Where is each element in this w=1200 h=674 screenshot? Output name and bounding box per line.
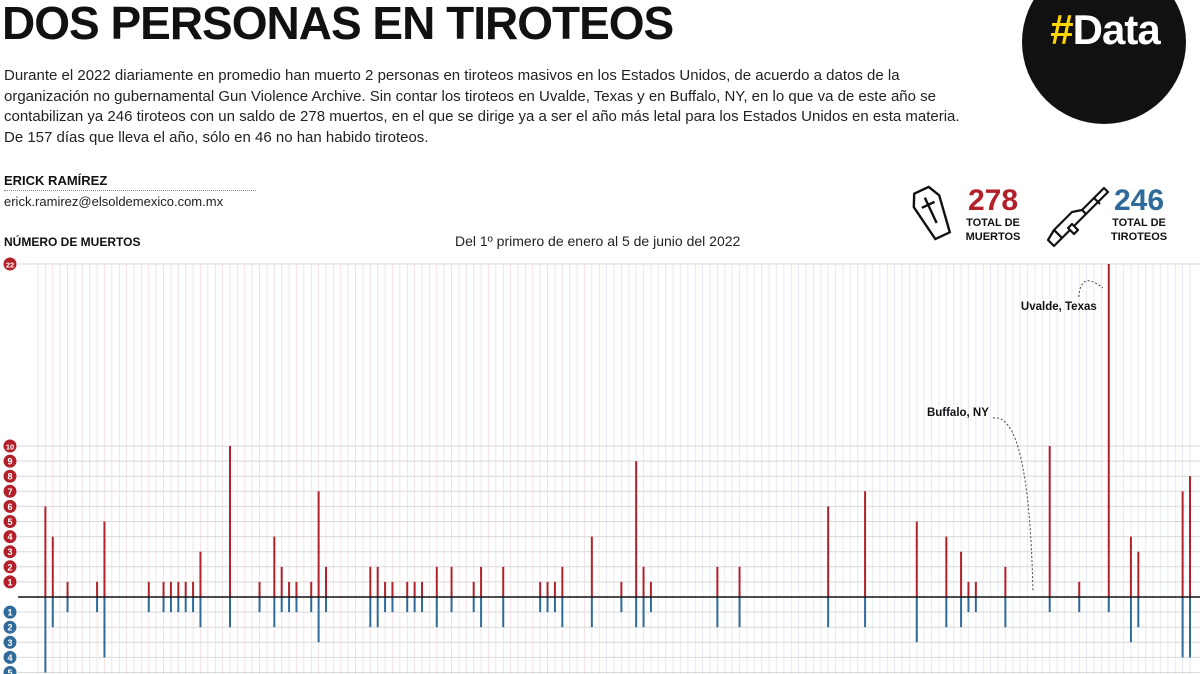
y-tick-marker (3, 575, 17, 589)
shootings-label-1: TOTAL DE (1112, 217, 1166, 229)
deaths-shootings-chart: 1 2 3 4 5 6 7 8 9 10 22 1 2 3 4 5 Uvalde, Texas Buffalo, … (3, 257, 1200, 674)
chart-subtitle: Del 1º primero de enero al 5 de junio de… (455, 233, 741, 249)
badge-hash: # (1050, 6, 1073, 53)
y-tick-marker (3, 454, 17, 468)
y-tick-marker (3, 620, 17, 634)
y-tick-marker (3, 666, 17, 674)
y-tick-label: 6 (7, 502, 12, 512)
y-tick-label: 22 (6, 261, 14, 270)
y-tick-marker (3, 650, 17, 664)
y-tick-label: 3 (7, 547, 12, 557)
y-tick-label: 5 (7, 517, 12, 527)
shootings-total: 246 (1113, 184, 1165, 217)
page-title: DOS PERSONAS EN TIROTEOS (2, 0, 674, 49)
y-axis-label: NÚMERO DE MUERTOS (4, 235, 141, 249)
annotation-leader (992, 417, 1034, 592)
coffin-icon (906, 184, 958, 247)
annotation-uvalde: Uvalde, Texas (1021, 301, 1097, 313)
y-tick-label: 10 (6, 443, 14, 452)
y-tick-marker (3, 484, 17, 498)
y-tick-marker (3, 257, 17, 271)
y-tick-marker (3, 515, 17, 528)
intro-paragraph: Durante el 2022 diariamente en promedio … (4, 67, 960, 146)
rifle-icon (1046, 184, 1110, 253)
y-tick-label: 2 (7, 623, 12, 633)
y-tick-label: 8 (7, 472, 12, 482)
y-tick-label: 9 (7, 457, 12, 467)
y-tick-marker (3, 545, 17, 559)
deaths-label-2: MUERTOS (965, 231, 1021, 243)
y-tick-label: 1 (7, 577, 12, 587)
badge-word: Data (1072, 6, 1161, 53)
deaths-total: 278 (967, 184, 1019, 217)
y-tick-label: 4 (7, 653, 12, 663)
y-tick-marker (3, 499, 17, 513)
y-tick-label: 7 (7, 487, 12, 497)
y-tick-label: 5 (7, 668, 12, 674)
y-tick-marker (3, 560, 17, 574)
author-email: erick.ramirez@elsoldemexico.com.mx (4, 194, 224, 209)
annotation-buffalo: Buffalo, NY (927, 407, 989, 419)
y-tick-label: 3 (7, 638, 12, 648)
annotation-leader (1078, 280, 1104, 298)
y-tick-marker (3, 469, 17, 483)
y-tick-label: 1 (7, 608, 12, 618)
y-tick-marker (3, 635, 17, 649)
y-tick-marker (3, 439, 17, 453)
shootings-stat: 246 TOTAL DE TIROTEOS (1100, 186, 1178, 244)
y-tick-marker (3, 530, 17, 544)
y-tick-marker (3, 605, 17, 619)
author-divider (4, 190, 256, 191)
y-tick-label: 2 (7, 562, 12, 572)
deaths-stat: 278 TOTAL DE MUERTOS (955, 186, 1031, 244)
shootings-label-2: TIROTEOS (1110, 231, 1168, 243)
author-name: ERICK RAMÍREZ (4, 173, 108, 188)
y-tick-label: 4 (7, 532, 12, 542)
deaths-label-1: TOTAL DE (966, 217, 1020, 229)
data-badge-label: #Data (1024, 6, 1186, 54)
